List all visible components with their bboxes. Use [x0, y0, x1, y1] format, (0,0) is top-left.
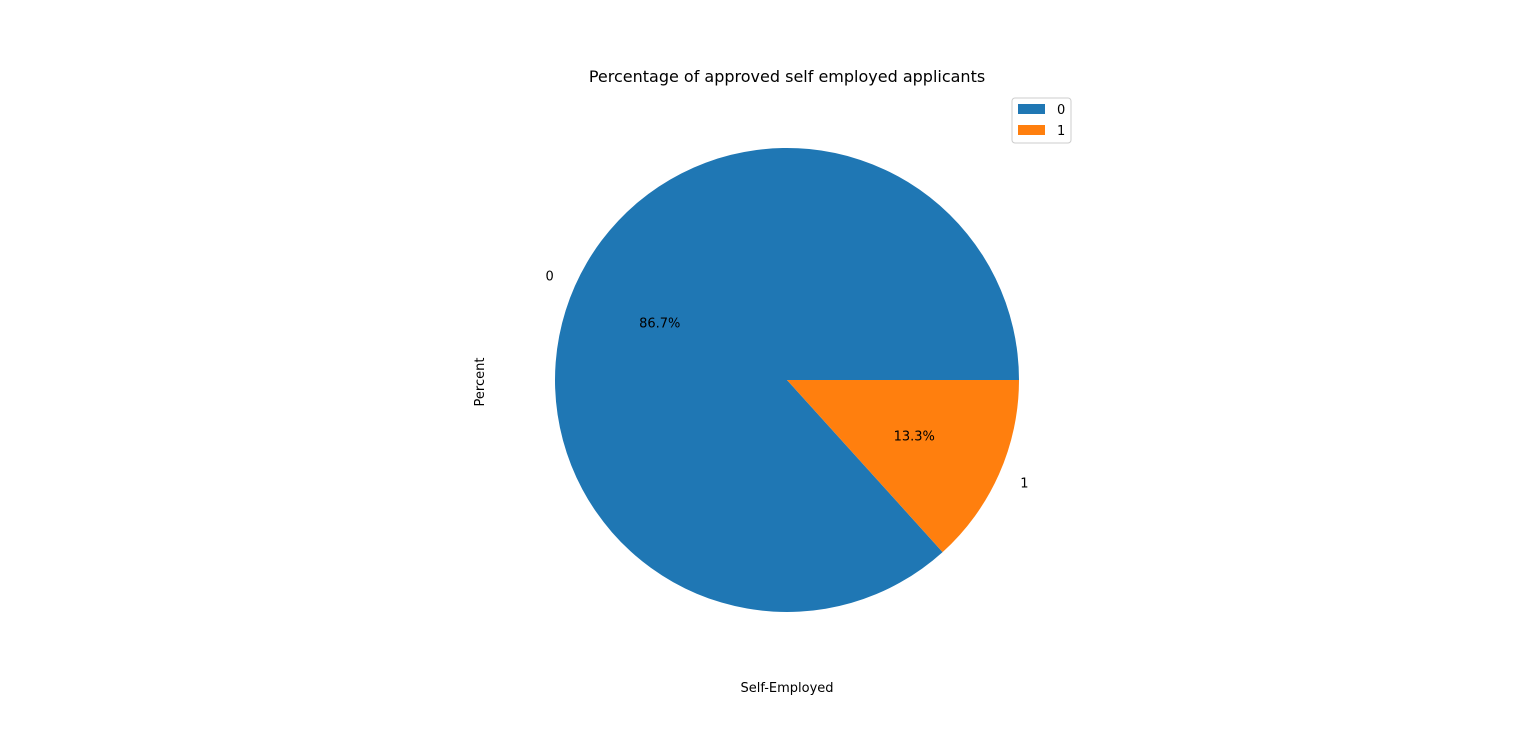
- slice-label-1: 1: [1020, 477, 1028, 492]
- slice-label-0: 0: [545, 269, 553, 284]
- y-axis-label: Percent: [473, 358, 488, 407]
- x-axis-label: Self-Employed: [740, 681, 833, 696]
- legend-swatch-1: [1018, 125, 1045, 135]
- slice-labels: 01: [545, 269, 1028, 491]
- legend: 01: [1011, 97, 1072, 144]
- pie-slice-1: [787, 380, 1019, 553]
- legend-label-1: 1: [1057, 124, 1065, 139]
- percent-labels: 86.7% 13.3%: [639, 317, 935, 445]
- legend-label-0: 0: [1057, 103, 1065, 118]
- pie-slice-0: [555, 147, 1019, 612]
- legend-swatch-0: [1018, 104, 1045, 114]
- chart-title: Percentage of approved self employed app…: [589, 67, 985, 86]
- percent-label-1: 13.3%: [894, 429, 935, 444]
- percent-label-0: 86.7%: [639, 317, 680, 332]
- pie-slices: [555, 147, 1019, 612]
